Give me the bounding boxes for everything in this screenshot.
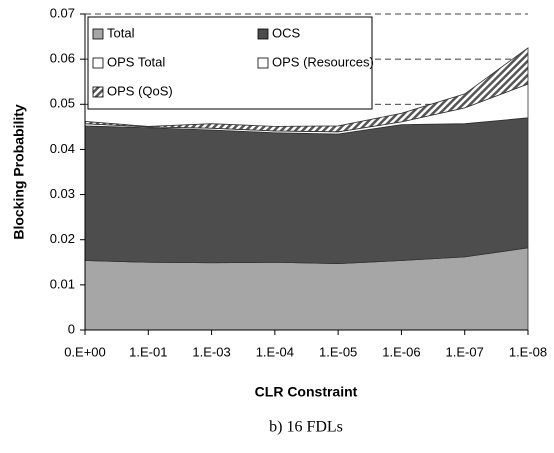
x-tick-label: 1.E-07 <box>446 344 484 359</box>
x-tick-label: 1.E-04 <box>256 344 294 359</box>
y-tick-label: 0 <box>68 321 75 336</box>
legend-label: OPS Total <box>107 54 165 69</box>
y-tick-label: 0.06 <box>50 51 75 66</box>
area <box>84 47 529 133</box>
legend-swatch <box>257 28 269 40</box>
legend: Total OCS OPS Total OPS (Resources) OPS (QoS… <box>87 16 374 110</box>
y-tick-label: 0.02 <box>50 231 75 246</box>
y-tick-label: 0.04 <box>50 141 75 156</box>
x-tick-label: 0.E+00 <box>64 344 106 359</box>
x-tick-label: 1.E-06 <box>382 344 420 359</box>
legend-swatch <box>257 57 269 69</box>
legend-swatch <box>92 57 104 69</box>
y-tick-label: 0.01 <box>50 276 75 291</box>
axes: 0 0.01 0.02 0.03 0.04 0.05 0.06 0.07 0.E+00 1.E-0… <box>50 5 547 359</box>
y-tick-label: 0.05 <box>50 96 75 111</box>
legend-label: OPS (Resources) <box>272 54 374 69</box>
legend-label: Total <box>107 25 135 40</box>
x-tick-label: 1.E-03 <box>192 344 230 359</box>
areas <box>84 47 529 331</box>
legend-label: OPS (QoS) <box>107 83 173 98</box>
area <box>84 117 529 265</box>
x-tick-label: 1.E-01 <box>129 344 167 359</box>
y-axis-title: Blocking Probability <box>11 104 27 240</box>
y-tick-label: 0.07 <box>50 5 75 20</box>
legend-swatch <box>92 28 104 40</box>
caption: b) 16 FDLs <box>269 419 343 436</box>
x-tick-label: 1.E-05 <box>319 344 357 359</box>
y-tick-label: 0.03 <box>50 186 75 201</box>
x-tick-label: 1.E-08 <box>509 344 547 359</box>
x-axis-title: CLR Constraint <box>255 384 358 400</box>
legend-box <box>87 16 373 110</box>
legend-label: OCS <box>272 25 301 40</box>
legend-swatch <box>92 86 104 98</box>
